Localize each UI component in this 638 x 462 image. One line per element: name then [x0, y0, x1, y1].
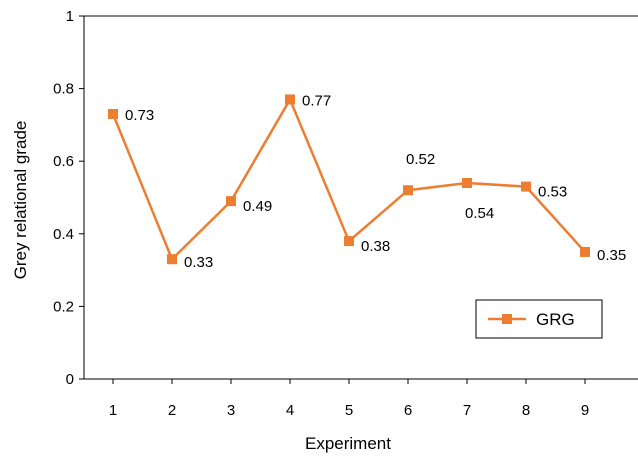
x-tick-label: 5	[345, 402, 353, 419]
series-group	[108, 94, 590, 265]
x-tick-label: 8	[522, 402, 530, 419]
x-tick-label: 1	[109, 402, 117, 419]
data-label: 0.49	[243, 198, 272, 215]
y-tick-label: 0.8	[53, 81, 74, 98]
data-point-marker	[403, 185, 413, 196]
legend-marker-swatch	[502, 314, 512, 324]
y-tick-label: 0.4	[53, 226, 74, 243]
data-label: 0.54	[465, 205, 494, 222]
legend-box	[475, 299, 603, 339]
data-point-marker	[344, 236, 354, 247]
data-label: 0.73	[125, 107, 154, 124]
data-label: 0.52	[406, 151, 435, 168]
x-tick-label: 7	[463, 402, 471, 419]
data-label: 0.53	[538, 184, 567, 201]
y-tick-label: 0	[66, 371, 74, 388]
y-tick-label: 0.2	[53, 298, 74, 315]
y-tick-label: 0.6	[53, 153, 74, 170]
x-tick-label: 6	[404, 402, 412, 419]
series-line-grg	[111, 96, 586, 262]
data-point-marker	[462, 177, 472, 188]
x-tick-label: 2	[168, 402, 176, 419]
data-point-marker	[167, 254, 177, 265]
y-axis-title: Grey relational grade	[11, 121, 30, 280]
data-point-marker	[521, 181, 531, 192]
data-point-marker	[285, 94, 295, 105]
data-point-marker	[580, 246, 590, 257]
data-point-marker	[108, 109, 118, 120]
data-labels: 0.73 0.33 0.49 0.77 0.38 0.52 0.54 0.53 0.35	[125, 92, 626, 271]
axes-group	[79, 15, 638, 384]
data-label: 0.77	[302, 92, 331, 109]
x-tick-labels: 1 2 3 4 5 6 7 8 9	[109, 402, 589, 419]
y-tick-label: 1	[66, 8, 74, 25]
x-tick-label: 3	[227, 402, 235, 419]
x-tick-label: 4	[286, 402, 294, 419]
x-tick-label: 9	[581, 402, 589, 419]
data-label: 0.38	[361, 238, 390, 255]
legend: GRG	[475, 299, 603, 339]
data-label: 0.33	[184, 254, 213, 271]
legend-label-grg: GRG	[536, 310, 575, 329]
data-point-marker	[226, 196, 236, 207]
x-axis-title: Experiment	[305, 434, 391, 453]
y-tick-labels: 0 0.2 0.4 0.6 0.8 1	[53, 8, 74, 388]
data-label: 0.35	[597, 247, 626, 264]
